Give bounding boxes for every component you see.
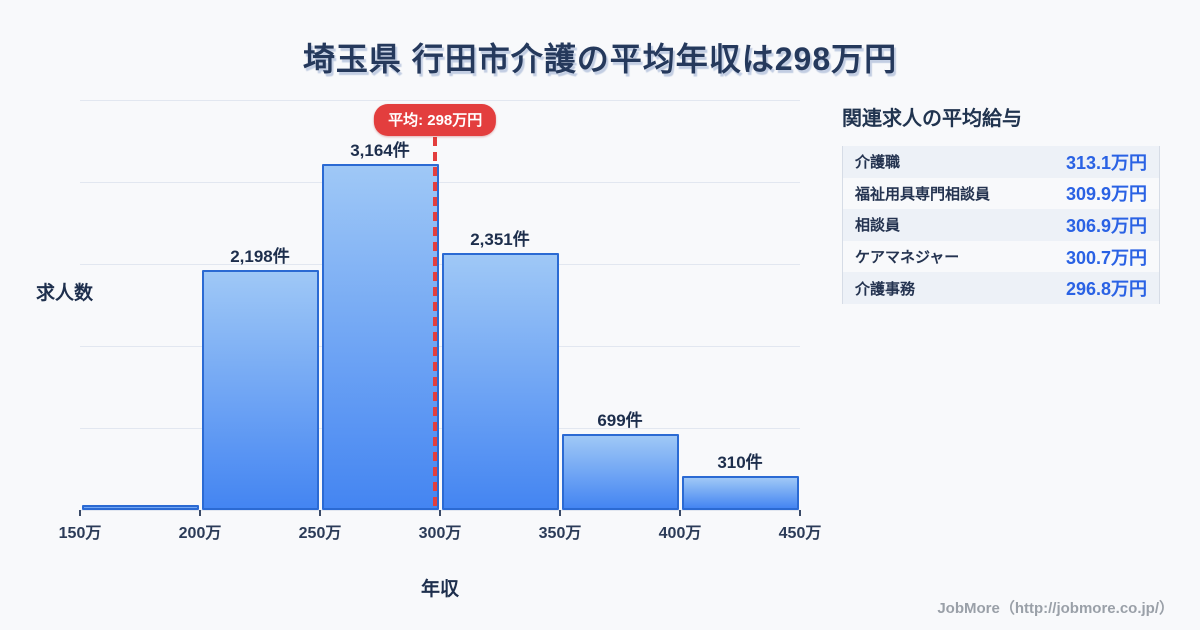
site-credit: JobMore（http://jobmore.co.jp/） <box>937 600 1174 617</box>
bar <box>681 476 799 510</box>
bar-value-label: 2,198件 <box>230 246 290 266</box>
x-axis-tick <box>559 510 561 516</box>
x-axis-tick <box>439 510 441 516</box>
bar-value-label: 2,351件 <box>470 229 530 249</box>
x-axis-tick-label: 250万 <box>298 525 342 542</box>
salary-value: 309.9万円 <box>1065 184 1147 205</box>
x-axis-tick <box>79 510 81 516</box>
bar <box>441 252 559 510</box>
x-axis-tick <box>199 510 201 516</box>
gridline <box>80 428 800 429</box>
table-row: 福祉用具専門相談員 309.9万円 <box>843 178 1159 210</box>
bar-value-label: 699件 <box>597 410 643 430</box>
salary-value: 296.8万円 <box>1065 279 1147 300</box>
table-row: 介護事務 296.8万円 <box>843 272 1159 304</box>
job-label: 福祉用具専門相談員 <box>855 185 991 203</box>
salary-value: 300.7万円 <box>1065 247 1147 268</box>
bar <box>321 164 439 510</box>
table-row: 相談員 306.9万円 <box>843 209 1159 241</box>
job-label: 介護事務 <box>855 280 916 298</box>
x-axis-tick-label: 200万 <box>178 525 222 542</box>
table-row: 介護職 313.1万円 <box>843 146 1159 178</box>
related-jobs-heading: 関連求人の平均給与 <box>842 108 1022 130</box>
x-axis-title: 年収 <box>420 579 459 600</box>
salary-value: 306.9万円 <box>1065 215 1147 236</box>
job-label: 相談員 <box>855 217 901 235</box>
y-axis-title: 求人数 <box>36 283 94 304</box>
bar-value-label: 3,164件 <box>350 141 410 161</box>
x-axis-tick-label: 450万 <box>778 525 822 542</box>
job-label: 介護職 <box>855 154 901 172</box>
table-row: ケアマネジャー 300.7万円 <box>843 241 1159 273</box>
average-line <box>433 137 438 510</box>
x-axis-tick <box>319 510 321 516</box>
x-axis-tick <box>799 510 801 516</box>
bar <box>561 433 679 510</box>
chart-title: 埼玉県 行田市介護の平均年収は298万円 <box>302 41 898 77</box>
related-jobs-table: 介護職 313.1万円福祉用具専門相談員 309.9万円相談員 306.9万円ケアマネ… <box>842 146 1160 304</box>
x-axis-tick-label: 350万 <box>538 525 582 542</box>
x-axis-tick-label: 150万 <box>58 525 102 542</box>
bar-value-label: 310件 <box>717 453 763 473</box>
salary-value: 313.1万円 <box>1065 152 1147 173</box>
gridline <box>80 182 800 183</box>
bar <box>201 269 319 510</box>
average-label: 平均: 298万円 <box>374 104 497 136</box>
x-axis-tick <box>679 510 681 516</box>
gridline <box>80 346 800 347</box>
job-label: ケアマネジャー <box>855 249 960 267</box>
gridline <box>80 264 800 265</box>
gridline <box>80 100 800 101</box>
x-axis-tick-label: 400万 <box>658 525 702 542</box>
x-axis-tick-label: 300万 <box>418 525 462 542</box>
bar <box>81 505 199 510</box>
